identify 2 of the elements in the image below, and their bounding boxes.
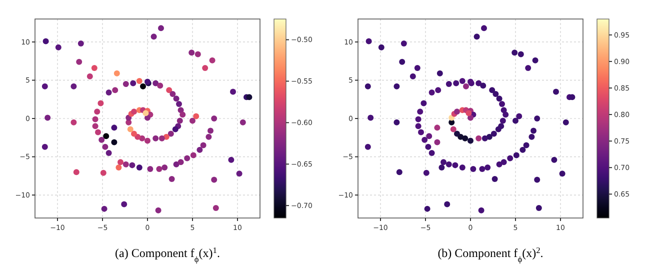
text: (a) Component f$_{ϕ}$(x)$^{1}$. bbox=[115, 246, 220, 264]
text: (b) Component f$_{ϕ}$(x)$^{2}$. bbox=[438, 246, 544, 264]
